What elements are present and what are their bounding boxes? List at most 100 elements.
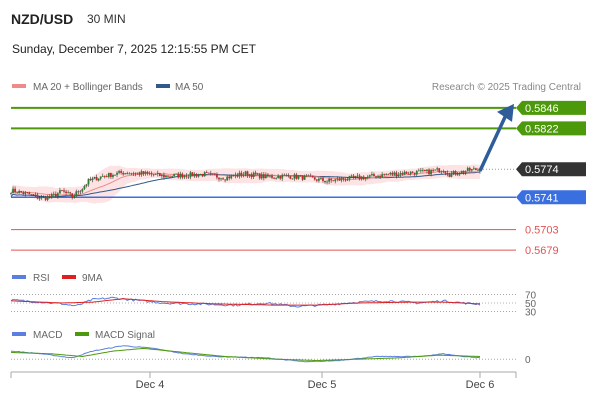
interval-label: 30 MIN [87, 12, 126, 26]
candle [238, 170, 241, 179]
candle [175, 173, 178, 175]
forecast-arrow [478, 103, 514, 172]
candle-body [264, 174, 267, 179]
candle-body [24, 192, 27, 194]
candle-body [313, 177, 316, 180]
candle-body [107, 172, 110, 177]
candle [85, 183, 88, 188]
candle [195, 172, 198, 178]
candle [477, 168, 479, 172]
candle-body [419, 169, 422, 171]
candle-body [346, 179, 349, 181]
candle [307, 174, 310, 177]
candle-body [226, 176, 229, 181]
candle-body [218, 177, 220, 180]
candle [77, 190, 80, 195]
candle-body [389, 172, 392, 175]
pivot-label-bg [516, 190, 586, 205]
candle [436, 166, 439, 172]
candle [205, 170, 208, 174]
candle-body [124, 173, 127, 175]
candle-body [132, 173, 135, 175]
candle-body [409, 171, 412, 174]
candle [132, 171, 135, 176]
candle [458, 172, 461, 177]
target-2-label: 0.5846 [516, 100, 586, 115]
candle [387, 173, 390, 176]
candle [442, 169, 445, 174]
candle [452, 170, 455, 176]
candle [189, 170, 192, 180]
candle-body [464, 171, 467, 173]
candle [454, 170, 457, 176]
candle-body [54, 193, 57, 197]
candle-body [385, 174, 388, 176]
candle [240, 170, 243, 178]
support-2-label: 0.5679 [525, 245, 559, 257]
candle [95, 174, 98, 181]
candle-body [422, 169, 424, 171]
candle [448, 172, 451, 178]
target-1-label-bg [516, 121, 586, 136]
candle [399, 170, 402, 177]
candle-body [440, 171, 443, 173]
candle-body [93, 177, 96, 179]
candle [395, 170, 398, 179]
candle [244, 170, 247, 177]
candle-body [158, 173, 161, 177]
candle [246, 170, 249, 178]
candle-body [301, 175, 304, 180]
candle-body [140, 171, 143, 175]
candle-body [356, 175, 359, 177]
candle-body [324, 180, 326, 183]
candle [291, 178, 294, 180]
candle [142, 171, 145, 177]
candle-body [183, 175, 186, 178]
candle-body [350, 175, 353, 177]
candle [226, 174, 229, 181]
candle [271, 173, 273, 180]
candle [424, 169, 426, 172]
candle-body [364, 177, 367, 180]
candle-body [456, 174, 459, 176]
candle-body [279, 176, 282, 179]
candles [10, 166, 481, 202]
candle [462, 170, 465, 175]
candle [177, 171, 180, 179]
ma20-legend-swatch [12, 84, 26, 88]
candle [269, 174, 271, 178]
candle [32, 193, 35, 196]
candle [50, 192, 53, 199]
candle-body [407, 173, 410, 175]
candle-body [216, 174, 218, 178]
candle-body [220, 178, 222, 180]
candle-body [146, 171, 149, 174]
target-1-label-text: 0.5822 [525, 123, 559, 135]
candle [101, 173, 104, 177]
candle-body [395, 172, 398, 177]
candle-body [126, 173, 129, 174]
candle-body [381, 174, 384, 178]
forecast-arrow-shaft [478, 114, 508, 172]
candle [130, 172, 133, 176]
candle [122, 171, 125, 176]
candle [160, 174, 163, 179]
candle [112, 173, 114, 179]
candle-body [69, 192, 72, 194]
current-price-label: 0.5774 [516, 162, 586, 177]
candle [352, 173, 355, 180]
candle [358, 173, 361, 181]
candle [48, 194, 51, 199]
candle [222, 177, 224, 180]
candle [179, 171, 182, 180]
ma50-legend-swatch [156, 84, 170, 88]
candle [126, 171, 129, 175]
candle [260, 172, 263, 180]
candle-body [52, 193, 55, 195]
candle-body [181, 173, 184, 178]
candle [362, 175, 365, 181]
candle-body [285, 174, 288, 176]
candle-body [85, 184, 88, 187]
candle [61, 190, 63, 192]
